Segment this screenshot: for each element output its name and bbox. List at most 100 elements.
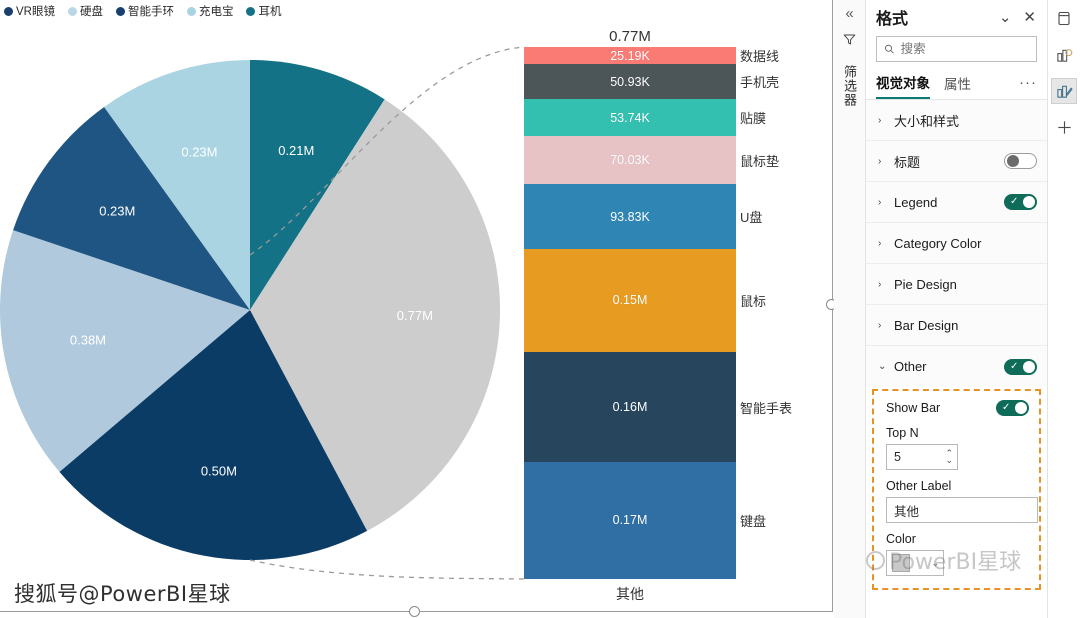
format-card-list[interactable]: › 大小和样式 › 标题 › Legend ✓ › Category Color › Pie Des… <box>866 100 1047 618</box>
legend-item-label: 硬盘 <box>79 6 103 18</box>
bar-segment[interactable]: 0.15M 鼠标 <box>524 248 766 353</box>
show-bar-row[interactable]: Show Bar ✓ <box>886 400 1029 416</box>
visualizations-icon-strip[interactable] <box>1048 0 1080 618</box>
top-n-stepper[interactable]: 5 ⌃ ⌄ <box>886 444 958 470</box>
legend-item[interactable]: 耳机 <box>246 3 281 19</box>
bar-segment[interactable]: 25.19K 数据线 <box>524 47 779 65</box>
color-row[interactable]: Color ⌄ <box>886 532 1029 576</box>
pie-slice[interactable] <box>59 310 368 560</box>
search-input[interactable] <box>900 42 1029 56</box>
legend-item[interactable]: 硬盘 <box>67 3 103 19</box>
color-picker[interactable]: ⌄ <box>886 550 944 576</box>
chevron-right-icon[interactable]: › <box>878 196 882 208</box>
chevron-right-icon[interactable]: › <box>878 155 882 167</box>
chevron-right-icon[interactable]: › <box>878 237 882 249</box>
format-card-toggle[interactable]: ✓ <box>1004 194 1037 210</box>
pie-slice-label: 0.23M <box>181 144 217 159</box>
filter-icon[interactable] <box>843 33 856 51</box>
bar-segment-value: 50.93K <box>610 74 650 89</box>
pie-slice-label: 0.21M <box>278 143 314 158</box>
toggle-knob <box>1015 402 1027 414</box>
format-pane[interactable]: 格式 ⌄ ✕ 视觉对象 属性 ··· › 大小和样式 › 标题 › Legend ✓ › Cat… <box>866 0 1048 618</box>
chevron-up-icon[interactable]: ⌃ <box>945 448 953 458</box>
bar-segment-category-label: U盘 <box>740 210 763 226</box>
bar-segment[interactable]: 0.16M 智能手表 <box>524 352 792 463</box>
pie-chart-svg[interactable]: 0.21M 0.77M 0.50M 0.38M 0.23M 0.23M <box>0 55 510 575</box>
bar-segment[interactable]: 70.03K 鼠标垫 <box>524 136 779 185</box>
format-paintbrush-icon[interactable] <box>1051 78 1077 104</box>
data-icon[interactable] <box>1051 6 1077 32</box>
bar-segment[interactable]: 53.74K 贴膜 <box>524 99 766 137</box>
bar-segment[interactable]: 0.17M 键盘 <box>524 462 766 579</box>
plus-icon <box>1057 120 1071 134</box>
stepper-arrows-icon[interactable]: ⌃ ⌄ <box>945 448 953 465</box>
format-card-pie-design[interactable]: › Pie Design <box>866 264 1047 305</box>
resize-handle-bottom[interactable] <box>409 606 420 617</box>
close-icon[interactable]: ✕ <box>1023 8 1036 26</box>
bar-segment[interactable]: 50.93K 手机壳 <box>524 64 779 100</box>
toggle-knob <box>1023 196 1035 208</box>
bar-segment-value: 0.16M <box>612 400 648 415</box>
format-card-bar-design[interactable]: › Bar Design <box>866 305 1047 346</box>
legend-item[interactable]: 智能手环 <box>115 3 174 19</box>
tab-properties[interactable]: 属性 <box>944 77 971 92</box>
chevron-right-icon[interactable]: › <box>878 278 882 290</box>
format-pane-search-row <box>866 34 1047 70</box>
filters-rail[interactable]: « 筛选器 <box>834 0 866 618</box>
filter-funnel-icon <box>843 34 856 45</box>
pie-chart[interactable]: 0.21M 0.77M 0.50M 0.38M 0.23M 0.23M <box>0 55 510 575</box>
chevron-down-icon[interactable]: ⌄ <box>878 361 887 372</box>
report-canvas[interactable]: VR眼镜 硬盘 智能手环 充电宝 耳机 0.21M 0.77 <box>0 0 837 618</box>
other-section-body[interactable]: Show Bar ✓ Top N 5 ⌃ ⌄ Other Label 其他 Color ⌄ <box>872 389 1041 590</box>
format-card-toggle[interactable]: ✓ <box>1004 358 1037 375</box>
bar-segment-category-label: 手机壳 <box>740 75 780 91</box>
color-swatch[interactable] <box>892 554 910 572</box>
check-icon: ✓ <box>1010 360 1019 372</box>
legend-item-label: 智能手环 <box>127 6 174 18</box>
legend-item[interactable]: 充电宝 <box>186 3 233 19</box>
chevron-right-icon[interactable]: › <box>878 114 882 126</box>
filters-rail-label: 筛选器 <box>842 65 857 107</box>
pie-slice[interactable] <box>0 230 250 472</box>
chevron-double-left-icon[interactable]: « <box>845 5 854 22</box>
chevron-down-icon[interactable]: ⌄ <box>945 455 953 465</box>
add-icon[interactable] <box>1051 114 1077 140</box>
bar-segment-category-label: 键盘 <box>740 513 767 529</box>
chevron-down-icon[interactable]: ⌄ <box>998 8 1012 26</box>
more-options-icon[interactable]: ··· <box>1019 74 1037 91</box>
pie-slice[interactable] <box>104 60 250 310</box>
format-card-大小和样式[interactable]: › 大小和样式 <box>866 100 1047 141</box>
bar-segment[interactable]: 93.83K U盘 <box>524 184 762 249</box>
fields-bars-icon <box>1056 48 1072 62</box>
format-card-label: Bar Design <box>894 317 959 333</box>
pie-slice[interactable] <box>13 106 251 310</box>
format-card-label: Other <box>894 359 927 374</box>
bar-segment-value: 0.17M <box>612 513 648 528</box>
tab-visual[interactable]: 视觉对象 <box>876 72 930 99</box>
search-box[interactable] <box>876 36 1037 62</box>
format-card-other[interactable]: ⌄ Other ✓ <box>866 346 1047 387</box>
stacked-bar-chart[interactable]: 25.19K 数据线 50.93K 手机壳 53.74K 贴膜 70.03K 鼠标垫 93.83… <box>524 47 792 579</box>
bar-axis-label: 其他 <box>616 586 644 602</box>
paintbrush-format-icon <box>1056 85 1073 98</box>
bar-segment-category-label: 鼠标垫 <box>740 153 780 169</box>
format-card-legend[interactable]: › Legend ✓ <box>866 182 1047 223</box>
chevron-down-icon[interactable]: ⌄ <box>931 557 939 568</box>
chart-legend: VR眼镜 硬盘 智能手环 充电宝 耳机 <box>4 3 281 19</box>
format-card-标题[interactable]: › 标题 <box>866 141 1047 182</box>
legend-swatch-icon <box>246 6 256 16</box>
legend-swatch-icon <box>115 6 125 16</box>
legend-item[interactable]: VR眼镜 <box>4 3 55 19</box>
fields-icon[interactable] <box>1051 42 1077 68</box>
bar-total-label: 0.77M <box>609 28 651 45</box>
format-card-category-color[interactable]: › Category Color <box>866 223 1047 264</box>
check-icon: ✓ <box>1010 196 1019 207</box>
chevron-right-icon[interactable]: › <box>878 319 882 331</box>
format-card-label: 大小和样式 <box>894 113 960 129</box>
format-card-toggle[interactable] <box>1004 153 1037 169</box>
toggle-knob <box>1023 360 1035 373</box>
legend-item-label: 耳机 <box>258 6 282 18</box>
other-label-input[interactable]: 其他 <box>886 497 1038 523</box>
show-bar-toggle[interactable]: ✓ <box>996 400 1029 416</box>
other-label-label: Other Label <box>886 479 952 493</box>
